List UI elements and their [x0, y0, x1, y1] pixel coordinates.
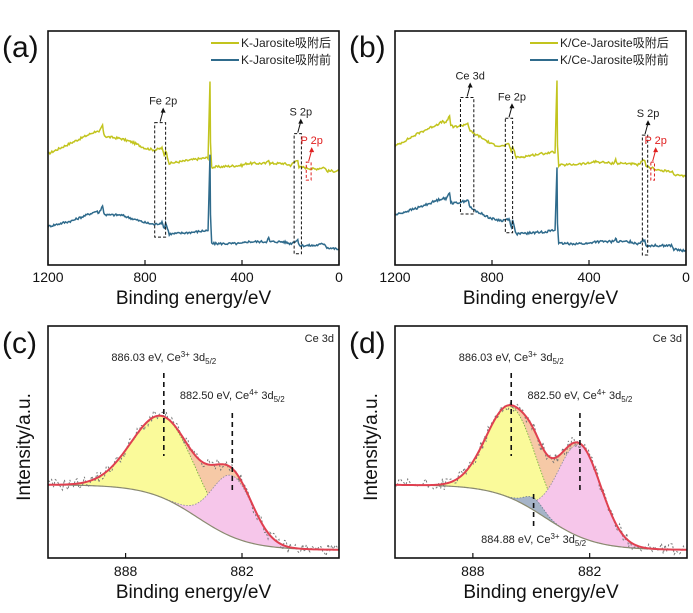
x-tick-label: 1200 — [379, 269, 410, 285]
peak-label: 886.03 eV, Ce3+ 3d5/2 — [111, 350, 216, 366]
arrow-head-icon — [309, 147, 315, 153]
area-component — [48, 415, 339, 550]
y-axis-label: Intensity/a.u. — [14, 393, 35, 501]
annotation-box — [504, 117, 514, 234]
x-axis-label: Binding energy/eV — [463, 288, 619, 309]
x-axis-label: Binding energy/eV — [116, 582, 272, 603]
x-axis-label: Binding energy/eV — [463, 582, 619, 603]
axis-frame — [47, 325, 340, 559]
raw-data-line — [394, 400, 688, 556]
x-tick-label: 888 — [461, 563, 485, 579]
x-axis-label: Binding energy/eV — [116, 288, 272, 309]
annotation-box — [641, 134, 649, 256]
corner-title: Ce 3d — [305, 333, 334, 345]
arrow-head-icon — [509, 103, 515, 109]
arrow-head-icon — [298, 118, 304, 124]
arrow-head-icon — [467, 82, 473, 88]
annotation-label: Ce 3d — [455, 71, 484, 83]
raw-data-line — [47, 410, 340, 557]
annotation-label: S 2p — [289, 107, 312, 119]
corner-title: Ce 3d — [653, 333, 682, 345]
series-line — [394, 167, 687, 253]
annotation-box — [154, 122, 167, 238]
legend-entry: K/Ce-Jarosite吸附后 — [560, 36, 669, 50]
x-tick-label: 882 — [230, 563, 254, 579]
x-tick-label: 0 — [335, 269, 343, 285]
area-component — [395, 444, 687, 550]
series-line — [47, 81, 340, 174]
annotation-label: P 2p — [300, 135, 322, 147]
peak-label: 884.88 eV, Ce3+ 3d5/2 — [481, 532, 586, 548]
axis-frame — [47, 30, 340, 266]
panel-d: 886.03 eV, Ce3+ 3d5/2 882.50 eV, Ce4+ 3d5… — [349, 325, 688, 603]
panel-label: (c) — [2, 327, 37, 360]
arrow-head-icon — [160, 107, 166, 113]
legend-entry: K-Jarosite吸附前 — [241, 52, 331, 67]
annotation-label: P 2p — [644, 135, 666, 147]
panel-b: Ce 3d Fe 2p S 2p P 2p 1200 800 400 0 Binding ene… — [349, 30, 690, 309]
x-tick-label: 888 — [114, 563, 138, 579]
peak-label: 882.50 eV, Ce4+ 3d5/2 — [527, 388, 632, 404]
annotation-label: Fe 2p — [149, 96, 177, 108]
x-tick-label: 800 — [480, 269, 504, 285]
axis-frame — [394, 30, 687, 266]
background-line — [47, 484, 340, 551]
legend-entry: K/Ce-Jarosite吸附前 — [560, 52, 669, 67]
legend-entry: K-Jarosite吸附后 — [241, 36, 331, 50]
panel-label: (a) — [2, 31, 39, 64]
annotation-label: Fe 2p — [498, 91, 526, 103]
envelope-line — [47, 414, 340, 551]
envelope-line — [394, 404, 688, 551]
annotation-box — [293, 133, 302, 255]
series-line — [394, 80, 687, 179]
x-tick-label: 800 — [133, 269, 157, 285]
area-component — [395, 406, 687, 550]
series-line — [47, 154, 340, 251]
axis-frame — [394, 325, 688, 559]
panel-a: Fe 2p S 2p P 2p 1200 800 400 0 Binding energy/e… — [2, 30, 343, 309]
arrow-head-icon — [653, 147, 659, 153]
panel-c: 886.03 eV, Ce3+ 3d5/2 882.50 eV, Ce4+ 3d5… — [2, 325, 340, 603]
annotation-label: S 2p — [637, 108, 660, 120]
x-tick-label: 400 — [577, 269, 601, 285]
annotation-box — [459, 97, 475, 215]
annotation-box — [650, 161, 655, 181]
peak-label: 886.03 eV, Ce3+ 3d5/2 — [459, 350, 564, 366]
x-tick-label: 0 — [682, 269, 690, 285]
x-tick-label: 1200 — [32, 269, 63, 285]
annotation-box — [305, 161, 312, 181]
panel-label: (b) — [349, 31, 386, 64]
panel-label: (d) — [349, 327, 386, 360]
peak-label: 882.50 eV, Ce4+ 3d5/2 — [180, 388, 285, 404]
x-tick-label: 882 — [578, 563, 602, 579]
x-tick-label: 400 — [230, 269, 254, 285]
y-axis-label: Intensity/a.u. — [361, 393, 382, 501]
arrow-head-icon — [645, 120, 651, 126]
